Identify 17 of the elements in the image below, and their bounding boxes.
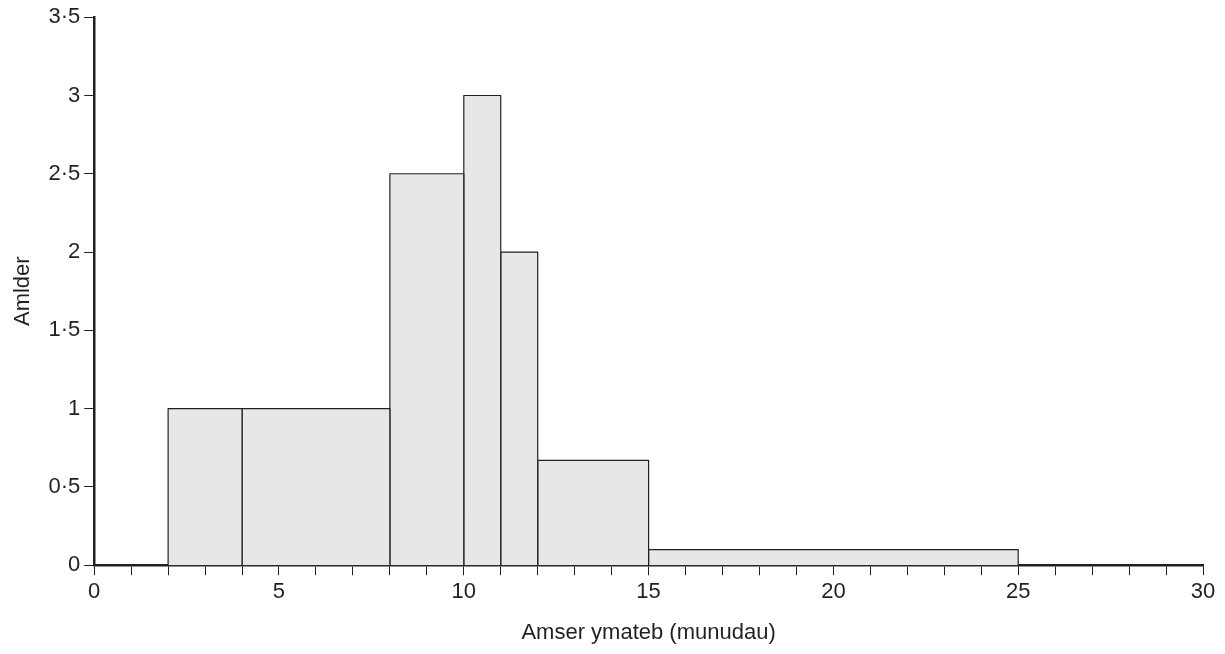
- x-axis-title: Amser ymateb (munudau): [521, 618, 776, 644]
- y-tick-label: 3·5: [48, 3, 81, 29]
- y-tick-label: 2: [67, 238, 81, 264]
- y-tick-label: 3: [67, 81, 81, 107]
- y-tick-label: 1: [67, 394, 81, 420]
- x-tick-label: 10: [451, 578, 477, 604]
- x-tick-label: 25: [1005, 578, 1031, 604]
- x-tick-label: 15: [636, 578, 661, 604]
- x-tick-label: 5: [272, 578, 286, 604]
- x-tick-label: 0: [88, 578, 101, 604]
- x-tick-label: 30: [1190, 578, 1216, 604]
- y-tick-label: 0·5: [48, 472, 81, 498]
- y-tick-label: 0: [67, 551, 81, 577]
- x-tick-label: 20: [821, 578, 846, 604]
- y-tick-label: 2·5: [48, 159, 81, 185]
- y-tick-label: 1·5: [48, 316, 81, 342]
- y-axis-title: Amlder: [9, 256, 35, 327]
